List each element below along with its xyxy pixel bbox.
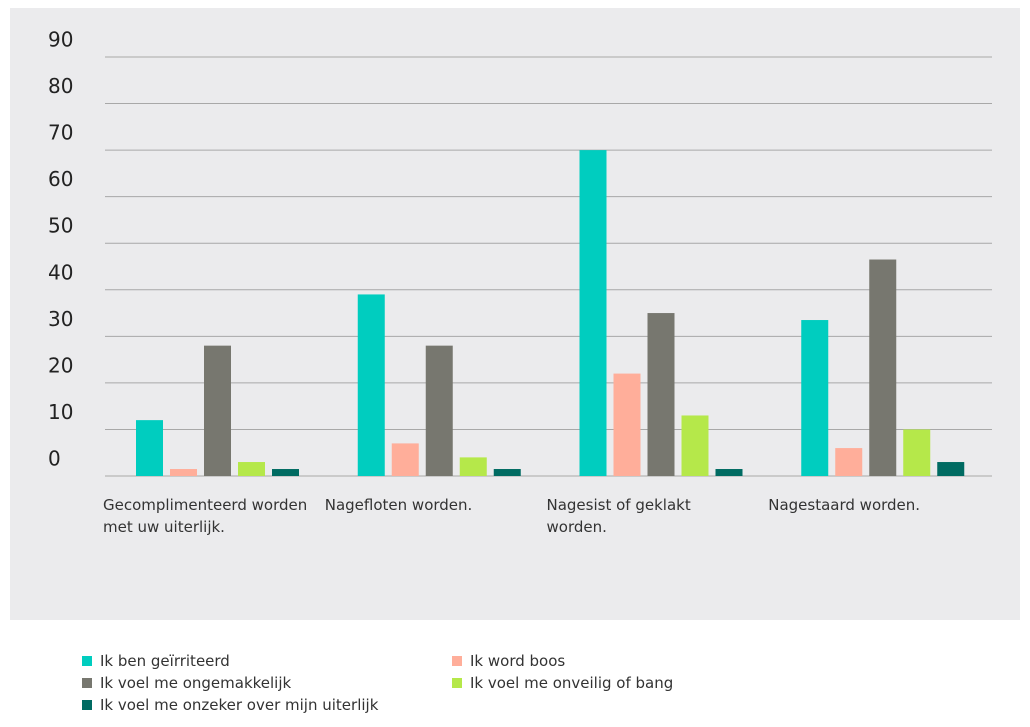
y-tick-label: 40 bbox=[48, 260, 73, 284]
bar bbox=[937, 462, 965, 476]
legend-swatch bbox=[82, 700, 92, 710]
legend-swatch bbox=[452, 678, 462, 688]
bar bbox=[238, 462, 265, 476]
bar bbox=[579, 150, 607, 476]
bar bbox=[170, 469, 197, 476]
bar bbox=[903, 429, 931, 476]
legend-label: Ik voel me ongemakkelijk bbox=[100, 674, 292, 692]
x-tick-label: Nagesist of geklakt worden. bbox=[546, 496, 691, 536]
legend-swatch bbox=[452, 656, 462, 666]
y-tick-label: 10 bbox=[48, 400, 73, 424]
bar bbox=[835, 448, 863, 476]
bar bbox=[204, 345, 231, 476]
legend-label: Ik word boos bbox=[470, 652, 566, 670]
bar bbox=[647, 313, 675, 476]
bar bbox=[425, 345, 453, 476]
bar bbox=[459, 457, 487, 476]
bar bbox=[715, 469, 743, 476]
bar bbox=[801, 320, 829, 476]
y-tick-label: 50 bbox=[48, 214, 73, 238]
legend-label: Ik ben geïrriteerd bbox=[100, 652, 230, 670]
bar bbox=[391, 443, 419, 476]
bar bbox=[613, 373, 641, 476]
y-tick-label: 90 bbox=[48, 28, 73, 52]
legend-item: Ik voel me onzeker over mijn uiterlijk bbox=[82, 696, 378, 714]
legend-swatch bbox=[82, 656, 92, 666]
bar bbox=[681, 415, 709, 476]
chart: 0 10 20 30 40 50 60 70 80 90 bbox=[48, 28, 992, 477]
legend-label: Ik voel me onveilig of bang bbox=[470, 674, 674, 692]
bar bbox=[136, 420, 163, 476]
x-tick-label: Nagefloten worden. bbox=[324, 496, 473, 514]
y-tick-label: 80 bbox=[48, 74, 73, 98]
legend-item: Ik word boos bbox=[452, 652, 565, 670]
x-tick-label: Nagestaard worden. bbox=[768, 496, 921, 514]
y-tick-label: 60 bbox=[48, 167, 73, 191]
y-tick-label: 0 bbox=[48, 447, 61, 471]
y-tick-label: 30 bbox=[48, 307, 73, 331]
x-tick-label: Gecomplimenteerd worden met uw uiterlijk… bbox=[103, 496, 308, 536]
y-tick-label: 20 bbox=[48, 353, 73, 377]
legend-label: Ik voel me onzeker over mijn uiterlijk bbox=[100, 696, 379, 714]
bar bbox=[272, 469, 299, 476]
bar bbox=[869, 259, 897, 476]
legend-item: Ik voel me ongemakkelijk bbox=[82, 674, 291, 692]
legend-item: Ik voel me onveilig of bang bbox=[452, 674, 673, 692]
legend-swatch bbox=[82, 678, 92, 688]
bar bbox=[493, 469, 521, 476]
chart-panel bbox=[10, 8, 1020, 620]
legend-item: Ik ben geïrriteerd bbox=[82, 652, 230, 670]
y-tick-label: 70 bbox=[48, 121, 73, 145]
bar bbox=[357, 294, 385, 476]
